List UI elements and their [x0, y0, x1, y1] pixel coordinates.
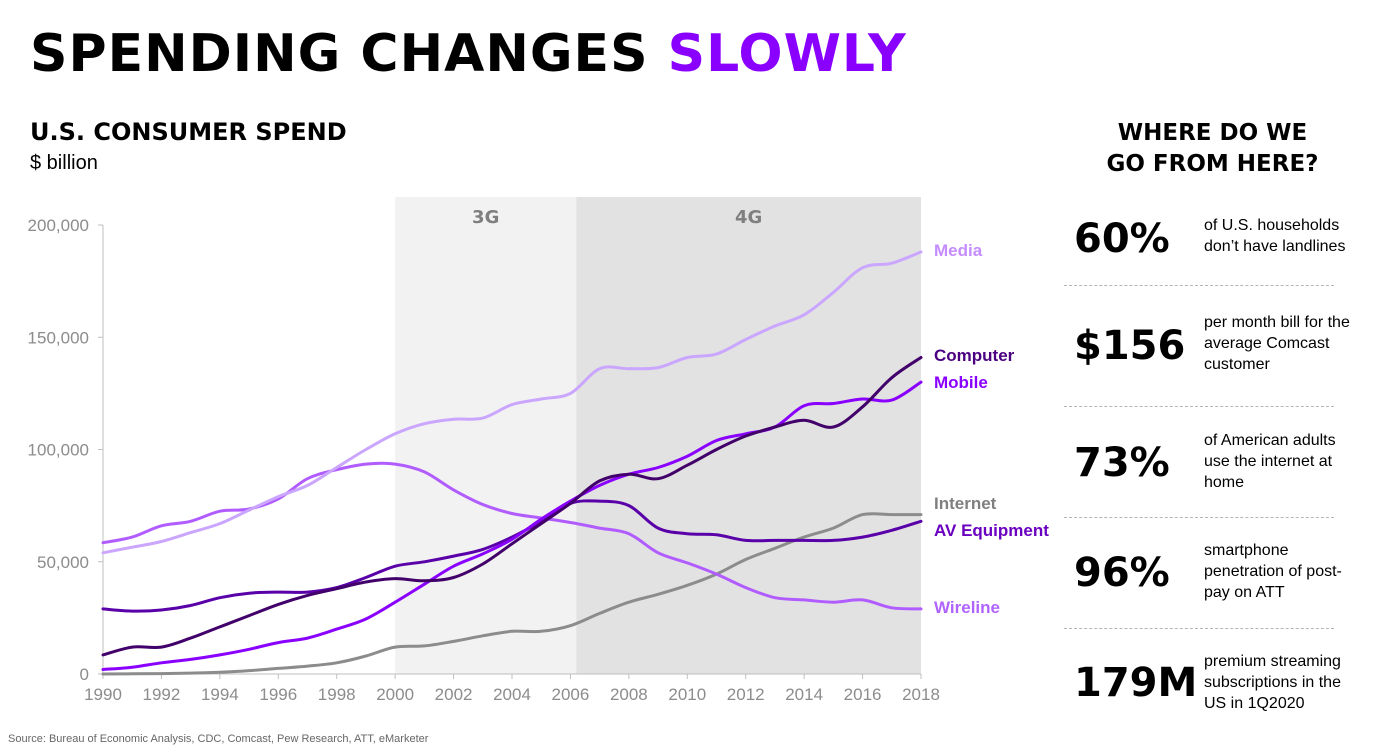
stat-divider — [1064, 517, 1334, 518]
stat-value: 60% — [1074, 216, 1170, 262]
y-tick-label: 100,000 — [28, 441, 89, 460]
stat-comcast-bill: $156 per month bill for the average Comc… — [1064, 305, 1350, 415]
series-label-av-equipment: AV Equipment — [934, 521, 1049, 540]
stat-divider — [1064, 628, 1334, 629]
x-tick-label: 1992 — [143, 685, 181, 704]
series-line-internet — [101, 512, 923, 676]
stat-divider — [1064, 406, 1334, 407]
x-tick-label: 2004 — [493, 685, 531, 704]
stat-description: of U.S. households don’t have landlines — [1204, 217, 1346, 255]
x-tick-label: 2012 — [727, 685, 765, 704]
source-note: Source: Bureau of Economic Analysis, CDC… — [8, 733, 429, 745]
band-label-3g: 3G — [472, 207, 499, 228]
y-tick-label: 0 — [80, 665, 89, 684]
side-panel-title-line2: GO FROM HERE? — [1106, 151, 1319, 177]
x-tick-label: 2002 — [435, 685, 473, 704]
side-panel-title-line1: WHERE DO WE — [1117, 120, 1308, 146]
x-tick-label: 2014 — [785, 685, 823, 704]
y-tick-label: 150,000 — [28, 328, 89, 347]
x-tick-label: 1994 — [201, 685, 239, 704]
x-tick-label: 1990 — [84, 685, 122, 704]
stat-value: 179M — [1074, 660, 1198, 706]
stat-description: of American adults use the internet at h… — [1204, 432, 1336, 491]
band-3g — [395, 197, 577, 674]
stat-description: per month bill for the average Comcast c… — [1204, 314, 1350, 373]
chart-unit: $ billion — [30, 152, 98, 174]
y-tick-label: 200,000 — [28, 216, 89, 235]
stat-landlines: 60% of U.S. households don’t have landli… — [1064, 210, 1345, 320]
consumer-spend-line-chart: 3G 4G 0 50,000 100,000 150,000 200,000 1990 1992… — [28, 197, 1049, 704]
series-line-media — [101, 250, 923, 555]
band-label-4g: 4G — [735, 207, 762, 228]
series-line-av-equipment — [101, 499, 923, 613]
x-tick-label: 2000 — [376, 685, 414, 704]
x-tick-label: 2006 — [552, 685, 590, 704]
side-panel-title: WHERE DO WE GO FROM HERE? — [1060, 118, 1365, 180]
chart-title: U.S. CONSUMER SPEND — [30, 118, 347, 146]
y-tick-label: 50,000 — [37, 553, 89, 572]
page-title-main: SPENDING CHANGES — [30, 24, 649, 84]
stat-smartphone: 96% smartphone penetration of post-pay o… — [1064, 535, 1342, 645]
x-tick-label: 2018 — [902, 685, 940, 704]
series-line-computer — [101, 356, 923, 657]
stat-divider — [1064, 285, 1334, 286]
series-line-mobile — [101, 380, 923, 671]
series-label-computer: Computer — [934, 346, 1015, 365]
x-tick-label: 1996 — [259, 685, 297, 704]
page-title-accent: SLOWLY — [667, 24, 907, 84]
series-label-media: Media — [934, 241, 983, 260]
page-title: SPENDING CHANGES SLOWLY — [30, 22, 907, 86]
x-tick-label: 2016 — [844, 685, 882, 704]
stat-description: premium streaming subscriptions in the U… — [1204, 653, 1341, 712]
stat-value: 73% — [1074, 440, 1170, 486]
stat-value: $156 — [1074, 323, 1186, 369]
x-tick-label: 1998 — [318, 685, 356, 704]
series-label-wireline: Wireline — [934, 598, 1000, 617]
stat-value: 96% — [1074, 550, 1170, 596]
series-label-internet: Internet — [934, 494, 997, 513]
series-label-mobile: Mobile — [934, 373, 988, 392]
stat-internet-adults: 73% of American adults use the internet … — [1064, 425, 1336, 535]
stat-streaming: 179M premium streaming subscriptions in … — [1064, 645, 1341, 755]
stat-description: smartphone penetration of post-pay on AT… — [1204, 542, 1342, 601]
x-tick-label: 2008 — [610, 685, 648, 704]
x-tick-label: 2010 — [668, 685, 706, 704]
series-line-wireline — [101, 461, 923, 611]
